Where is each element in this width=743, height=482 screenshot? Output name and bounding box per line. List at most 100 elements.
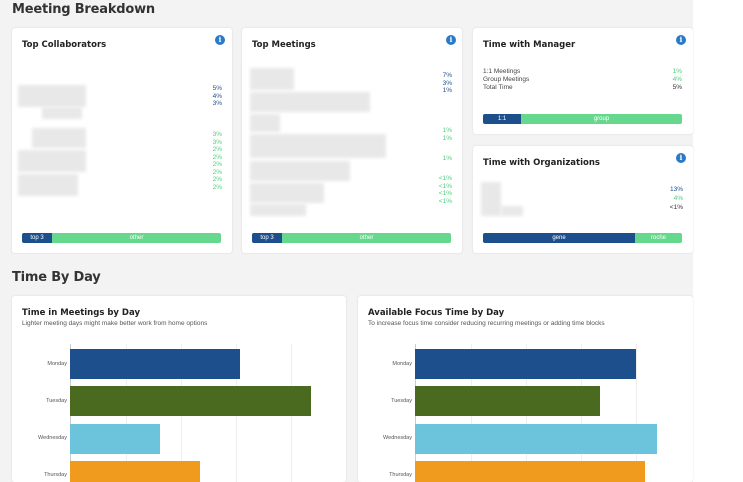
value: 2%	[212, 168, 222, 176]
blurred-meeting	[250, 68, 294, 90]
focus-by-day-card: Available Focus Time by Day To increase …	[358, 296, 693, 482]
bar-thursday	[70, 461, 200, 482]
manager-row-value: 1%	[672, 68, 682, 75]
manager-row-label: 1:1 Meetings	[483, 68, 521, 75]
info-icon[interactable]: i	[676, 153, 686, 163]
manager-row-label: Group Meetings	[483, 76, 530, 83]
meeting-values-c: 1%	[422, 155, 452, 163]
card-title: Top Collaborators	[22, 40, 107, 50]
top3-vs-other-bar: top 3 other	[252, 233, 451, 243]
value: <1%	[438, 175, 452, 182]
blurred-name	[18, 150, 86, 172]
blurred-meeting	[250, 134, 386, 158]
value: <1%	[438, 182, 452, 190]
bar-segment-one-on-one: 1:1	[483, 114, 521, 124]
top3-vs-other-bar: top 3 other	[22, 233, 221, 243]
gridline	[636, 344, 637, 482]
card-title: Time in Meetings by Day	[22, 308, 140, 318]
bar-thursday	[415, 461, 645, 482]
bar-monday	[70, 349, 240, 379]
bar-segment-roche: roche	[635, 233, 682, 243]
day-label-wednesday: Wednesday	[383, 435, 412, 441]
value: 2%	[212, 176, 222, 183]
value: 2%	[212, 161, 222, 168]
value: 4%	[212, 92, 222, 100]
day-label-thursday: Thursday	[389, 472, 412, 478]
manager-row-label: Total Time	[483, 84, 513, 91]
card-subtitle: Lighter meeting days might make better w…	[22, 320, 208, 327]
section-title-meeting-breakdown: Meeting Breakdown	[12, 2, 155, 17]
blurred-name	[42, 107, 82, 119]
blurred-meeting	[250, 114, 280, 132]
value: 5%	[212, 85, 222, 92]
meetings-by-day-card: Time in Meetings by Day Lighter meeting …	[12, 296, 346, 482]
collaborator-values-top: 5% 4% 3%	[192, 85, 222, 108]
blurred-meeting	[250, 161, 350, 181]
value: 7%	[442, 72, 452, 79]
dashboard-page: Meeting Breakdown Top Collaborators i 5%…	[0, 0, 693, 482]
value: 1%	[442, 127, 452, 134]
value: 2%	[212, 183, 222, 191]
value: <1%	[438, 190, 452, 197]
value: 1%	[442, 155, 452, 162]
time-with-manager-card: Time with Manager i 1:1 Meetings Group M…	[473, 28, 693, 134]
blurred-name	[32, 128, 86, 148]
card-title: Available Focus Time by Day	[368, 308, 505, 318]
top-meetings-card: Top Meetings i 7% 3% 1% 1% 1% 1% <1% <1%…	[242, 28, 462, 253]
blurred-meeting	[250, 204, 306, 216]
bar-segment-other: other	[282, 233, 451, 243]
bar-tuesday	[70, 386, 311, 416]
day-label-tuesday: Tuesday	[391, 398, 412, 404]
day-label-thursday: Thursday	[44, 472, 67, 478]
card-title: Top Meetings	[252, 40, 316, 50]
collaborator-values-other: 3% 3% 2% 2% 2% 2% 2% 2%	[192, 131, 222, 191]
blurred-meeting	[250, 92, 370, 112]
card-title: Time with Manager	[483, 40, 576, 50]
top-collaborators-card: Top Collaborators i 5% 4% 3% 3% 3% 2% 2%…	[12, 28, 232, 253]
manager-row-value: 5%	[672, 84, 682, 91]
value: 3%	[212, 131, 222, 138]
value: 1%	[442, 134, 452, 142]
bar-segment-group: group	[521, 114, 682, 124]
value: <1%	[438, 197, 452, 205]
blurred-meeting	[250, 183, 324, 203]
org-value: <1%	[669, 204, 683, 211]
info-icon[interactable]: i	[215, 35, 225, 45]
bar-segment-other: other	[52, 233, 221, 243]
section-title-time-by-day: Time By Day	[12, 270, 101, 285]
value: 3%	[442, 79, 452, 87]
meeting-values-b: 1% 1%	[422, 127, 452, 142]
day-label-monday: Monday	[47, 361, 67, 367]
bar-segment-gene: gene	[483, 233, 635, 243]
organization-split-bar: gene roche	[483, 233, 682, 243]
day-label-monday: Monday	[392, 361, 412, 367]
org-value: 4%	[673, 195, 683, 202]
bar-wednesday	[415, 424, 657, 454]
manager-row-value: 4%	[672, 76, 682, 83]
info-icon[interactable]: i	[446, 35, 456, 45]
blurred-org	[501, 206, 523, 216]
blurred-name	[18, 85, 86, 107]
value: 2%	[212, 146, 222, 153]
day-label-tuesday: Tuesday	[46, 398, 67, 404]
bar-segment-top3: top 3	[22, 233, 52, 243]
info-icon[interactable]: i	[676, 35, 686, 45]
card-subtitle: To increase focus time consider reducing…	[368, 320, 605, 327]
value: 3%	[212, 138, 222, 146]
bar-segment-top3: top 3	[252, 233, 282, 243]
bar-wednesday	[70, 424, 160, 454]
blurred-name	[18, 174, 78, 196]
day-label-wednesday: Wednesday	[38, 435, 67, 441]
bar-tuesday	[415, 386, 600, 416]
blurred-org	[481, 182, 501, 216]
one-on-one-vs-group-bar: 1:1 group	[483, 114, 682, 124]
value: 1%	[442, 87, 452, 94]
org-value: 13%	[669, 186, 683, 193]
bar-monday	[415, 349, 636, 379]
meeting-values-d: <1% <1% <1% <1%	[422, 175, 452, 205]
value: 3%	[212, 100, 222, 107]
value: 2%	[212, 153, 222, 161]
card-title: Time with Organizations	[483, 158, 600, 168]
meeting-values-top: 7% 3% 1%	[422, 72, 452, 95]
time-with-organizations-card: Time with Organizations i 13% 4% <1% gen…	[473, 146, 693, 253]
